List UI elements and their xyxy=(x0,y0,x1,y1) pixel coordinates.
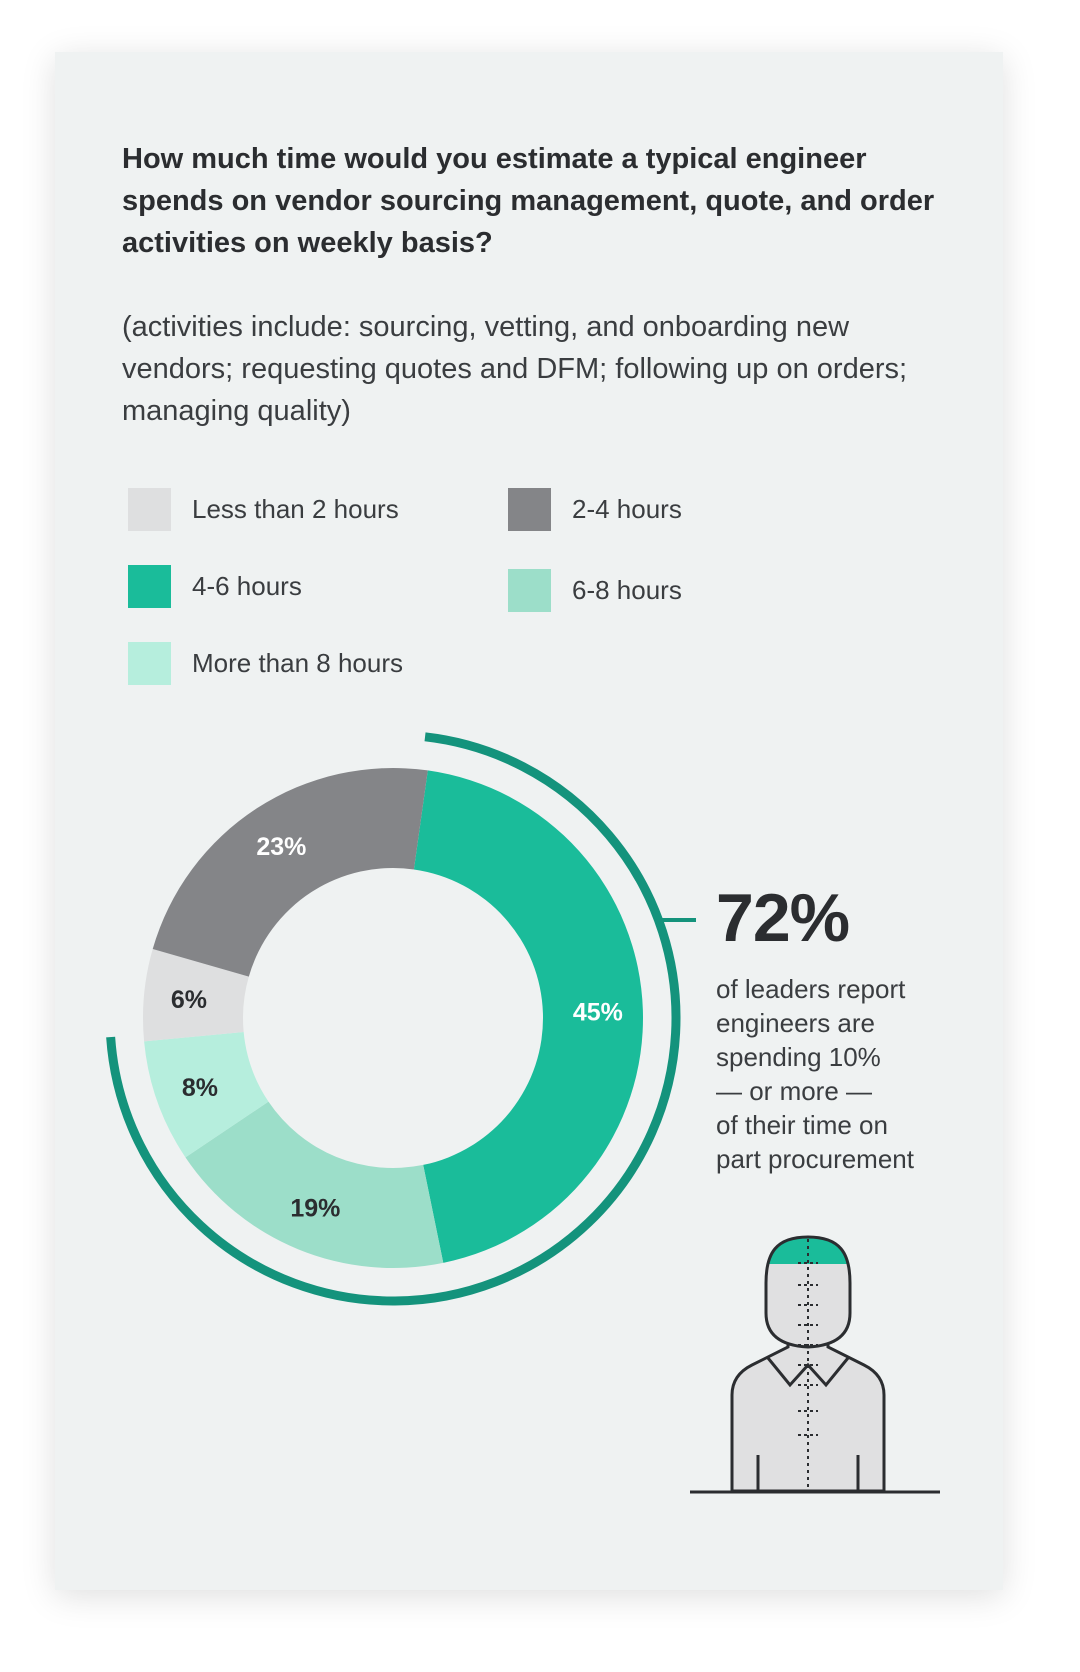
donut-label: 45% xyxy=(573,999,623,1027)
question-title: How much time would you estimate a typic… xyxy=(122,143,935,259)
head-shape xyxy=(766,1237,850,1347)
question-subtext: (activities include: sourcing, vetting, … xyxy=(122,311,908,427)
legend-swatch xyxy=(508,487,551,531)
callout-line: of leaders report xyxy=(716,974,906,1004)
engineer-head-icon xyxy=(690,1235,940,1494)
legend-label: 6-8 hours xyxy=(572,574,682,605)
donut-label: 23% xyxy=(256,833,306,861)
legend-swatch xyxy=(128,641,171,685)
legend-label: More than 8 hours xyxy=(192,647,404,678)
legend-item-6-8: 6-8 hours xyxy=(508,568,682,612)
legend-swatch xyxy=(128,564,171,608)
legend-item-4-6: 4-6 hours xyxy=(128,564,302,608)
donut-slice-more-than-8-hours xyxy=(144,1032,269,1158)
callout-line: part procurement xyxy=(716,1144,914,1174)
legend-label: 2-4 hours xyxy=(572,493,682,524)
legend-item-more-than-8: More than 8 hours xyxy=(128,641,403,685)
legend-label: Less than 2 hours xyxy=(192,493,399,524)
donut-label: 6% xyxy=(171,986,207,1014)
donut-slice-less-than-2-hours xyxy=(143,949,249,1042)
legend-swatch xyxy=(128,487,171,531)
callout-text: of leaders report engineers are spending… xyxy=(716,972,986,1176)
donut-label: 19% xyxy=(290,1195,340,1223)
legend-item-2-4: 2-4 hours xyxy=(508,487,682,531)
callout-line: engineers are xyxy=(716,1008,875,1038)
legend-label: 4-6 hours xyxy=(192,570,302,601)
legend-swatch xyxy=(508,568,551,612)
callout-line: spending 10% xyxy=(716,1042,881,1072)
donut-label: 8% xyxy=(182,1074,218,1102)
legend-item-less-than-2: Less than 2 hours xyxy=(128,487,399,531)
donut-slice-2-4-hours xyxy=(152,767,428,977)
callout-line: — or more — xyxy=(716,1076,873,1106)
highlight-arc xyxy=(106,732,681,1306)
callout-line: of their time on xyxy=(716,1110,888,1140)
donut-slice-4-6-hours xyxy=(413,770,644,1263)
donut-slice-6-8-hours xyxy=(185,1101,444,1268)
callout-value: 72% xyxy=(716,880,850,956)
